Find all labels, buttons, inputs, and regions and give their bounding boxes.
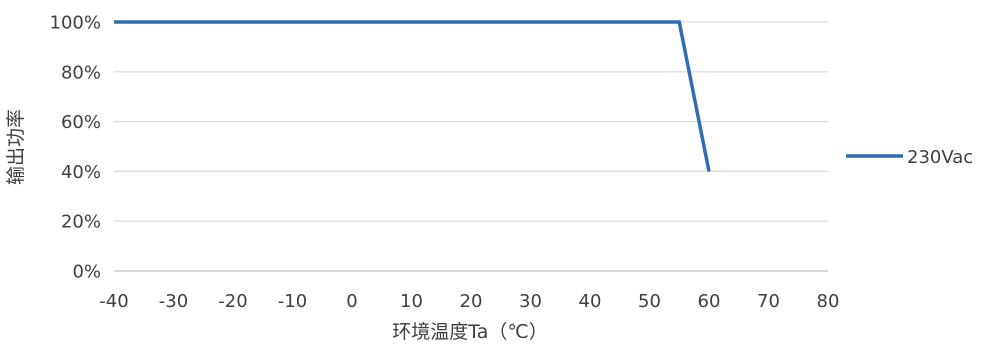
y-tick-label: 40%	[61, 162, 101, 183]
legend: 230Vac	[846, 147, 973, 168]
x-tick-label: 30	[519, 291, 542, 312]
y-axis-title: 输出功率	[5, 109, 27, 185]
x-tick-label: 0	[346, 291, 357, 312]
y-tick-label: 80%	[61, 62, 101, 83]
x-tick-label: 50	[638, 291, 661, 312]
series-line-230vac	[114, 20, 711, 172]
grid-layer	[114, 21, 828, 222]
x-tick-label: -40	[99, 291, 128, 312]
label-layer: 0% 20% 40% 60% 80% 100% -40 -30 -20 -10 0 10 20 30 40 5…	[50, 13, 840, 313]
y-tick-label: 100%	[50, 13, 101, 34]
series-layer	[114, 20, 711, 172]
x-tick-label: -10	[278, 291, 307, 312]
y-tick-label: 20%	[61, 212, 101, 233]
legend-label-230vac: 230Vac	[907, 147, 973, 168]
x-tick-label: 60	[698, 291, 721, 312]
x-tick-label: 80	[817, 291, 840, 312]
x-tick-label: 10	[400, 291, 423, 312]
y-tick-label: 0%	[72, 262, 101, 283]
x-tick-label: 40	[579, 291, 602, 312]
y-tick-label: 60%	[61, 112, 101, 133]
x-tick-label: 20	[460, 291, 483, 312]
x-axis-title: 环境温度Ta（℃）	[392, 321, 547, 343]
x-tick-label: -30	[159, 291, 188, 312]
x-tick-label: -20	[218, 291, 247, 312]
x-tick-label: 70	[757, 291, 780, 312]
